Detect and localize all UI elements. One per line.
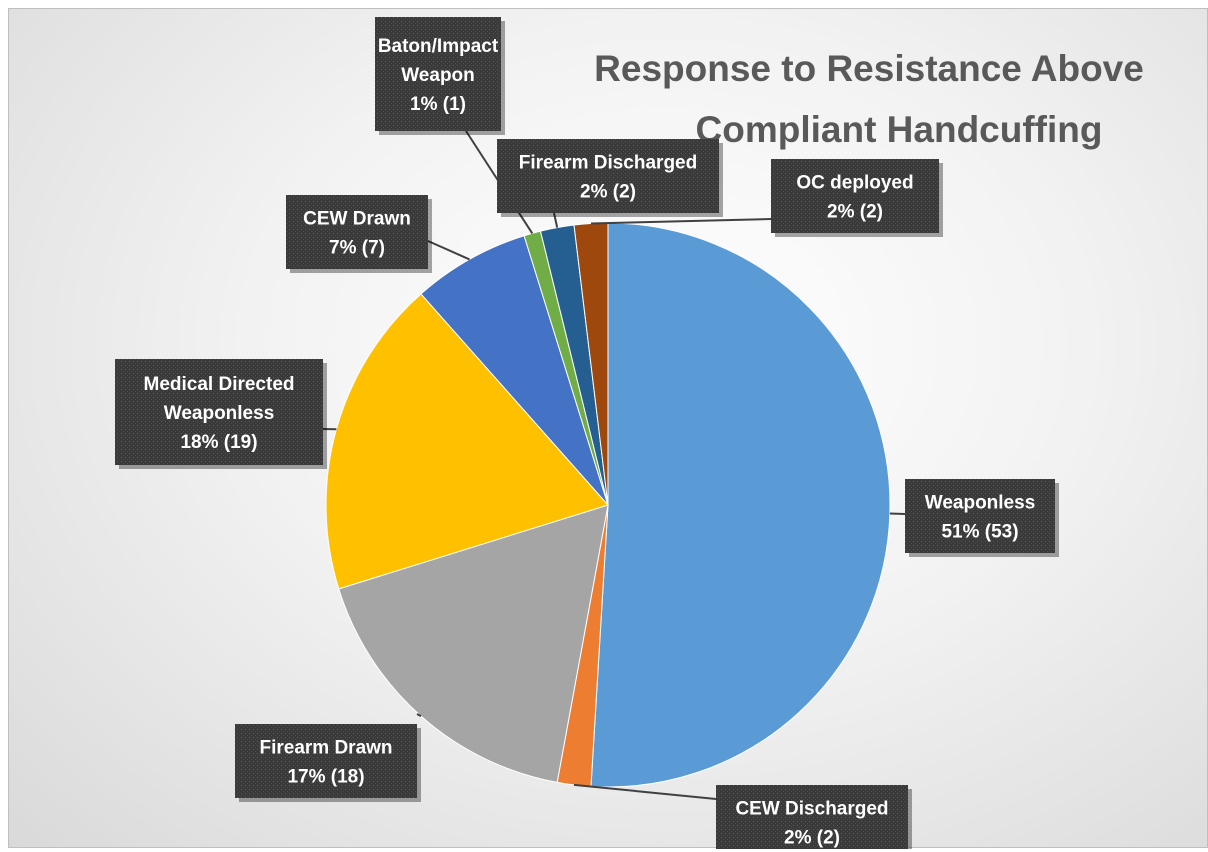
- data-label-box: [905, 479, 1055, 553]
- data-label-box: [716, 785, 908, 849]
- data-label-text: CEW Drawn: [303, 209, 411, 230]
- data-label-text: 18% (19): [180, 432, 257, 453]
- leader-line-cew-discharged: [573, 783, 717, 800]
- data-label-text: 17% (18): [287, 767, 364, 788]
- data-label-text: Baton/Impact: [378, 36, 499, 57]
- leader-line-weaponless: [889, 512, 906, 515]
- data-label-text: 1% (1): [410, 94, 466, 115]
- leader-line-oc-deployed: [590, 218, 772, 225]
- data-label-text: Weapon: [401, 65, 475, 86]
- data-label-text: CEW Discharged: [735, 799, 888, 820]
- data-label-oc-deployed: OC deployed 2% (2): [771, 159, 943, 237]
- data-label-text: 51% (53): [941, 522, 1018, 543]
- data-label-box: [115, 359, 323, 465]
- data-label-weaponless: Weaponless 51% (53): [905, 479, 1059, 557]
- data-label-text: Weaponless: [164, 403, 275, 424]
- data-label-text: 2% (2): [827, 202, 883, 223]
- data-label-text: OC deployed: [796, 173, 913, 194]
- pie-chart: Response to Resistance Above Compliant H…: [115, 17, 1144, 849]
- pie-slice-weaponless: [590, 222, 891, 788]
- data-label-medical-directed-weaponless: Medical Directed Weaponless 18% (19): [115, 359, 327, 469]
- data-label-box: [375, 17, 501, 131]
- pie-slice-cew-drawn: [420, 235, 609, 506]
- chart-title-line-1: Response to Resistance Above: [594, 48, 1144, 89]
- leader-line-cew-drawn: [427, 240, 470, 261]
- data-label-firearm-discharged: Firearm Discharged 2% (2): [497, 139, 723, 217]
- data-label-baton-impact-weapon: Baton/Impact Weapon 1% (1): [375, 17, 505, 135]
- data-label-text: Firearm Drawn: [259, 738, 392, 759]
- data-label-text: Medical Directed: [144, 374, 295, 395]
- data-label-box: [235, 724, 417, 798]
- chart-title-line-2: Compliant Handcuffing: [696, 109, 1103, 150]
- data-label-cew-discharged: CEW Discharged 2% (2): [716, 785, 912, 849]
- data-label-firearm-drawn: Firearm Drawn 17% (18): [235, 724, 421, 802]
- chart-title: Response to Resistance Above Compliant H…: [594, 48, 1144, 150]
- data-label-text: Firearm Discharged: [519, 153, 697, 174]
- data-label-cew-drawn: CEW Drawn 7% (7): [286, 195, 432, 273]
- data-label-text: 2% (2): [784, 828, 840, 849]
- data-label-box: [497, 139, 719, 213]
- data-label-box: [286, 195, 428, 269]
- data-label-box: [771, 159, 939, 233]
- data-label-text: 7% (7): [329, 238, 385, 259]
- data-label-text: 2% (2): [580, 182, 636, 203]
- leader-line-firearm-discharged: [553, 212, 559, 228]
- data-label-text: Weaponless: [925, 493, 1036, 514]
- slices-layer: [325, 222, 891, 788]
- chart-area: Response to Resistance Above Compliant H…: [8, 8, 1208, 849]
- leader-line-firearm-drawn: [416, 713, 422, 717]
